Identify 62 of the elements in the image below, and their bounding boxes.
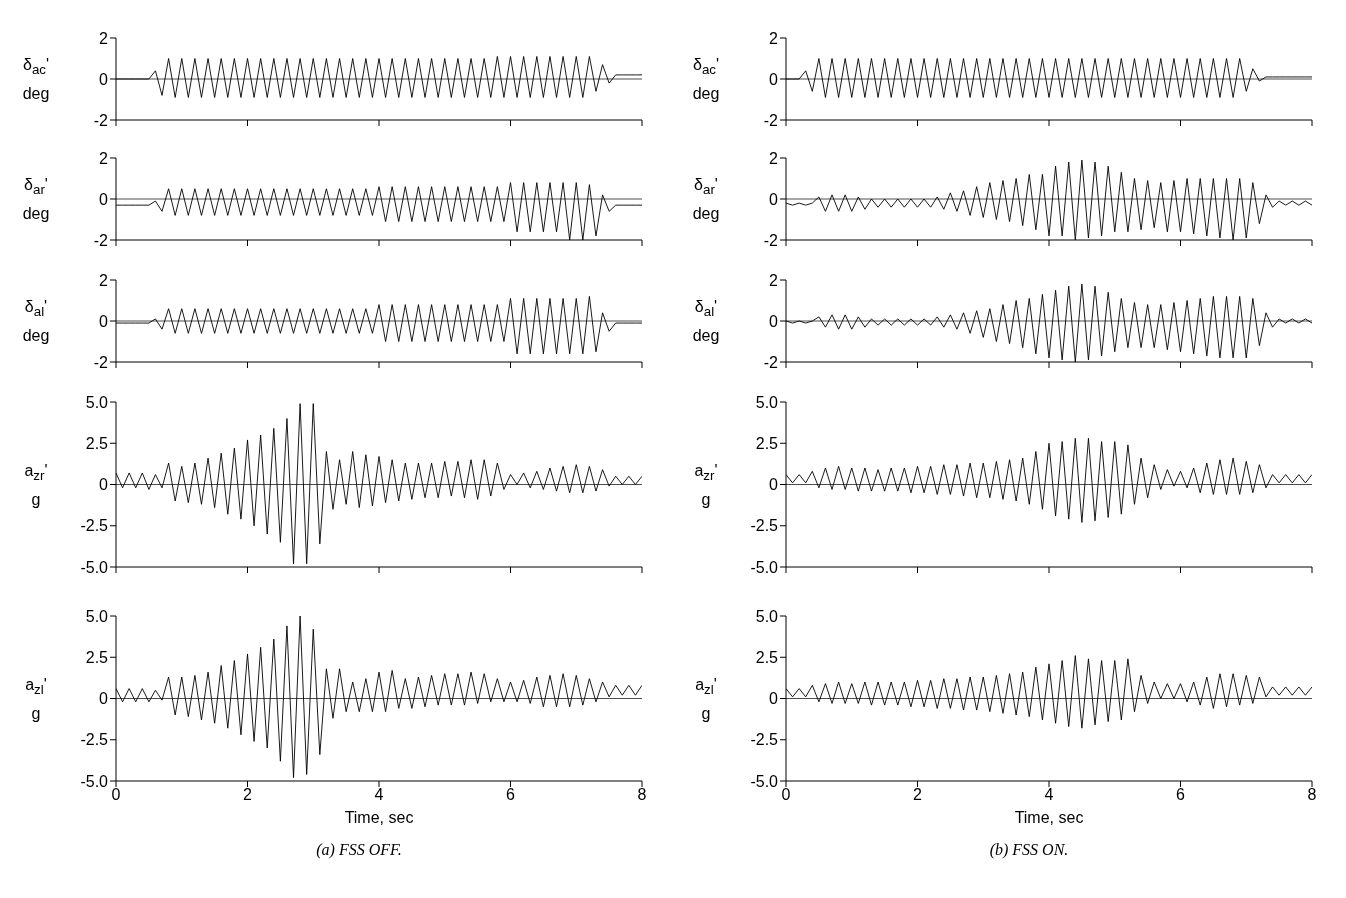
x-tick-label: 8 (1307, 786, 1317, 804)
y-axis-title: δ$_{a}$$_{r}$' deg (21, 175, 51, 225)
y-tick-label: 2 (769, 271, 779, 289)
y-tick-label: 0 (769, 690, 779, 708)
y-tick-label: -2 (763, 231, 779, 249)
y-tick-label: 5.0 (85, 393, 109, 411)
x-tick-label: 4 (374, 786, 384, 804)
y-axis-title: δ$_{a}$$_{l}$' deg (21, 297, 51, 347)
y-axis-title: a$_{z}$$_{l}$' g (694, 674, 718, 724)
y-tick-label: 2 (99, 271, 109, 289)
y-axis-title: δ$_{a}$$_{r}$' deg (691, 175, 721, 225)
y-tick-label: 5.0 (85, 607, 109, 625)
x-tick-label: 6 (1176, 786, 1186, 804)
x-tick-label: 2 (913, 786, 923, 804)
y-axis-title: δ$_{a}$$_{c}$' deg (691, 55, 721, 105)
y-tick-label: 2.5 (85, 434, 109, 452)
y-tick-label: 2 (769, 149, 779, 167)
y-axis-title: δ$_{a}$$_{c}$' deg (21, 55, 51, 105)
x-tick-label: 6 (506, 786, 516, 804)
x-tick-label: 2 (243, 786, 253, 804)
y-tick-label: 2.5 (85, 648, 109, 666)
y-tick-label: -2.5 (80, 731, 109, 749)
y-tick-label: -2 (93, 231, 109, 249)
x-axis-title: Time, sec (343, 809, 415, 827)
x-tick-label: 8 (637, 786, 647, 804)
y-tick-label: 2 (769, 29, 779, 47)
y-tick-label: -5.0 (80, 558, 109, 576)
y-tick-label: -2.5 (750, 517, 779, 535)
y-tick-label: 2 (99, 29, 109, 47)
y-tick-label: 0 (769, 70, 779, 88)
y-tick-label: -2 (763, 353, 779, 371)
y-tick-label: -5.0 (750, 772, 779, 790)
x-tick-label: 0 (781, 786, 791, 804)
y-tick-label: -5.0 (80, 772, 109, 790)
y-tick-label: 0 (769, 312, 779, 330)
y-tick-label: 0 (99, 312, 109, 330)
x-tick-label: 4 (1044, 786, 1054, 804)
y-tick-label: 0 (769, 476, 779, 494)
y-tick-label: -5.0 (750, 558, 779, 576)
y-tick-label: 0 (99, 476, 109, 494)
y-tick-label: 5.0 (755, 607, 779, 625)
y-tick-label: 0 (99, 70, 109, 88)
y-axis-title: a$_{z}$$_{r}$' g (693, 460, 719, 510)
y-tick-label: 0 (99, 690, 109, 708)
y-tick-label: 0 (769, 190, 779, 208)
y-tick-label: -2 (93, 353, 109, 371)
y-tick-label: 2.5 (755, 434, 779, 452)
y-tick-label: -2 (763, 111, 779, 129)
y-tick-label: 2.5 (755, 648, 779, 666)
x-tick-label: 0 (111, 786, 121, 804)
y-tick-label: -2.5 (750, 731, 779, 749)
y-tick-label: -2 (93, 111, 109, 129)
y-tick-label: 5.0 (755, 393, 779, 411)
x-axis-title: Time, sec (1013, 809, 1085, 827)
y-axis-title: δ$_{a}$$_{l}$' deg (691, 297, 721, 347)
y-axis-title: a$_{z}$$_{l}$' g (24, 674, 48, 724)
text: (a) FSS OFF. (315, 841, 403, 859)
text: (b) FSS ON. (988, 841, 1070, 859)
y-tick-label: -2.5 (80, 517, 109, 535)
y-tick-label: 2 (99, 149, 109, 167)
y-tick-label: 0 (99, 190, 109, 208)
y-axis-title: a$_{z}$$_{r}$' g (23, 460, 49, 510)
